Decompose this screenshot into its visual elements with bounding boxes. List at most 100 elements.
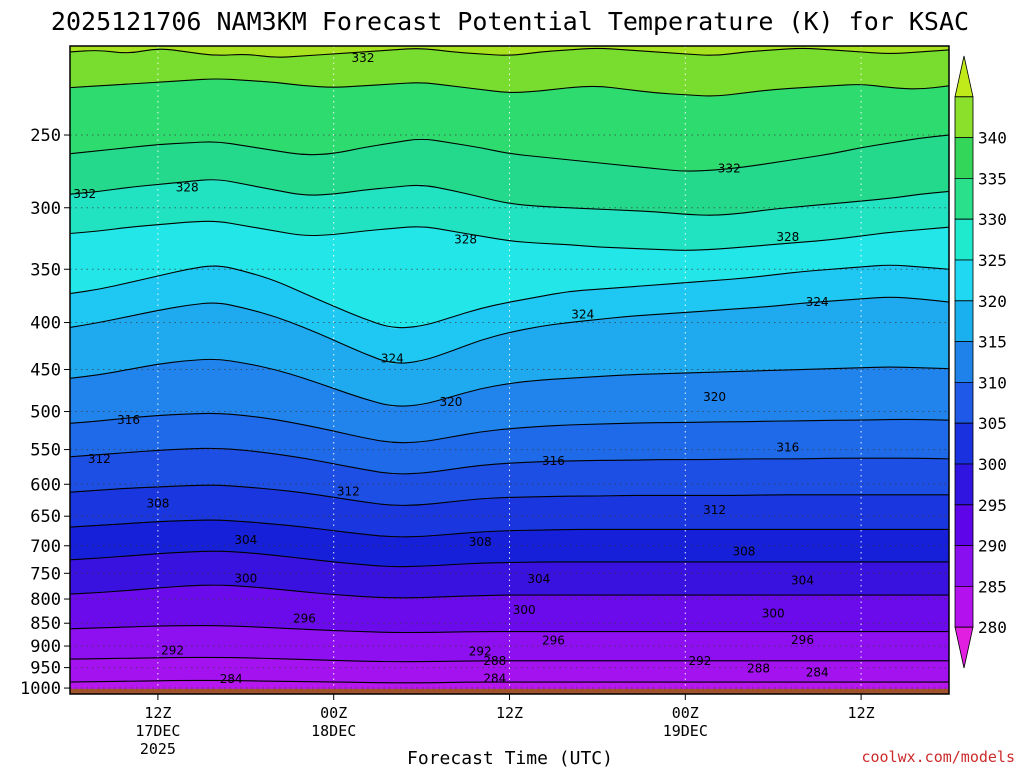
contour-lines [70,47,949,684]
y-tick-label: 1000 [20,679,61,699]
contour-label: 304 [527,572,550,586]
y-tick-label: 550 [30,441,61,461]
color-band [70,264,949,365]
color-band [70,78,949,172]
colorbar-label: 315 [978,333,1007,352]
contour-line-308 [70,484,949,506]
colorbar-segment [954,178,974,220]
colorbar-label: 325 [978,251,1007,270]
x-tick-label: 2025 [140,740,176,758]
contour-line-284 [70,679,949,684]
y-axis: 250 300 350 400 450 500 550 600 650 700 750 800 850 9… [20,126,70,699]
x-axis-label: Forecast Time (UTC) [407,748,613,768]
surface-ground [70,688,949,694]
x-tick-label: 17DEC [135,722,180,740]
colorbar-segment [954,545,974,587]
y-tick-label: 450 [30,361,61,381]
contour-label: 284 [806,666,829,680]
x-tick-label: 12Z [144,704,171,722]
x-tick-label: 00Z [672,704,699,722]
y-tick-label: 950 [30,659,61,679]
contour-label: 284 [220,672,243,686]
colorbar-label: 305 [978,414,1007,433]
colorbar-label: 300 [978,455,1007,474]
color-band [70,47,949,97]
contour-label: 304 [791,574,814,588]
x-tick-label: 18DEC [311,722,356,740]
contour-label: 300 [762,607,785,621]
contour-label: 284 [483,671,506,685]
colorbar-label: 335 [978,169,1007,188]
contour-line-288 [70,656,949,663]
contour-label: 312 [703,503,726,517]
colorbar-segment [954,137,974,179]
contour-line-332 [70,134,949,172]
contour-label: 300 [513,603,536,617]
contour-label: 320 [439,395,462,409]
y-tick-label: 600 [30,475,61,495]
colorbar-segment [954,341,974,383]
y-tick-label: 850 [30,614,61,634]
contour-label: 296 [791,633,814,647]
colorbar-segment [954,382,974,424]
colorbar-segment [954,218,974,261]
y-tick-label: 500 [30,403,61,423]
contour-line-324 [70,296,949,364]
chart-title: 2025121706 NAM3KM Forecast Potential Tem… [51,7,969,36]
contour-label: 324 [806,295,829,309]
color-band [70,484,949,538]
colorbar-label: 320 [978,292,1007,311]
contour-label: 292 [688,654,711,668]
contour-label: 296 [293,612,316,626]
colorbar-segment [954,586,974,628]
contour-label: 320 [703,390,726,404]
y-tick-label: 350 [30,260,61,280]
colorbar-legend: 280 285 290 295 300 305 310 315 320 325 330 335 340 [954,55,1007,669]
color-band [70,657,949,683]
x-tick-label: 19DEC [663,722,708,740]
plot-area: 332 332 328 328 328 332 324 324 324 320 320 316 316 3… [70,46,949,694]
colorbar-segment [954,300,974,342]
y-tick-label: 900 [30,637,61,657]
contour-label: 332 [352,51,375,65]
contour-labels: 332 332 328 328 328 332 324 324 324 320 320 316 316 3… [73,51,828,686]
contour-label: 308 [732,544,755,558]
contour-line-332 [70,78,949,97]
colorbar-label: 285 [978,577,1007,596]
contour-line-328 [70,179,949,216]
contour-line-316 [70,412,949,444]
color-band [70,519,949,567]
contour-line-320 [70,358,949,407]
color-band [70,296,949,407]
y-tick-label: 400 [30,314,61,334]
contour-label: 316 [117,413,140,427]
contour-label: 300 [234,572,257,586]
contour-line-300 [70,550,949,568]
colorbar-label: 330 [978,210,1007,229]
colorbar-label: 310 [978,373,1007,392]
colorbar-segment [954,422,974,465]
colorbar-label: 340 [978,129,1007,148]
contour-line-324 [70,264,949,329]
color-bands [70,46,949,694]
contour-label: 332 [718,162,741,176]
contour-label: 332 [73,187,96,201]
contour-label: 308 [469,535,492,549]
colorbar-label: 290 [978,537,1007,556]
color-band [70,448,949,506]
colorbar-segment [954,504,974,546]
contour-label: 328 [454,233,477,247]
contour-label: 292 [161,643,184,657]
y-tick-label: 800 [30,590,61,610]
colorbar-segment [954,96,974,138]
contour-label: 292 [469,644,492,658]
y-tick-label: 300 [30,199,61,219]
colorbar-label: 295 [978,496,1007,515]
contour-label: 312 [88,452,111,466]
color-band [70,135,949,216]
color-band [70,584,949,633]
contour-line-328 [70,220,949,251]
contour-label: 288 [483,654,506,668]
